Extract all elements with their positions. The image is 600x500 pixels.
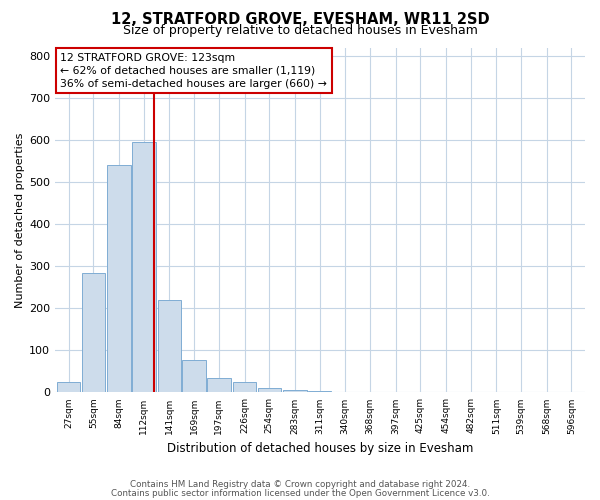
Bar bbox=[57, 382, 80, 392]
Bar bbox=[257, 388, 281, 392]
Text: 12 STRATFORD GROVE: 123sqm
← 62% of detached houses are smaller (1,119)
36% of s: 12 STRATFORD GROVE: 123sqm ← 62% of deta… bbox=[61, 52, 328, 89]
Bar bbox=[207, 378, 230, 392]
Text: Contains public sector information licensed under the Open Government Licence v3: Contains public sector information licen… bbox=[110, 488, 490, 498]
Y-axis label: Number of detached properties: Number of detached properties bbox=[15, 132, 25, 308]
Text: Contains HM Land Registry data © Crown copyright and database right 2024.: Contains HM Land Registry data © Crown c… bbox=[130, 480, 470, 489]
Bar bbox=[182, 360, 206, 392]
Bar bbox=[233, 382, 256, 392]
Bar bbox=[308, 391, 331, 392]
Bar bbox=[158, 300, 181, 392]
Text: Size of property relative to detached houses in Evesham: Size of property relative to detached ho… bbox=[122, 24, 478, 37]
Text: 12, STRATFORD GROVE, EVESHAM, WR11 2SD: 12, STRATFORD GROVE, EVESHAM, WR11 2SD bbox=[110, 12, 490, 28]
Bar bbox=[132, 142, 155, 393]
Bar bbox=[82, 272, 105, 392]
Bar bbox=[107, 166, 131, 392]
X-axis label: Distribution of detached houses by size in Evesham: Distribution of detached houses by size … bbox=[167, 442, 473, 455]
Bar bbox=[283, 390, 307, 392]
